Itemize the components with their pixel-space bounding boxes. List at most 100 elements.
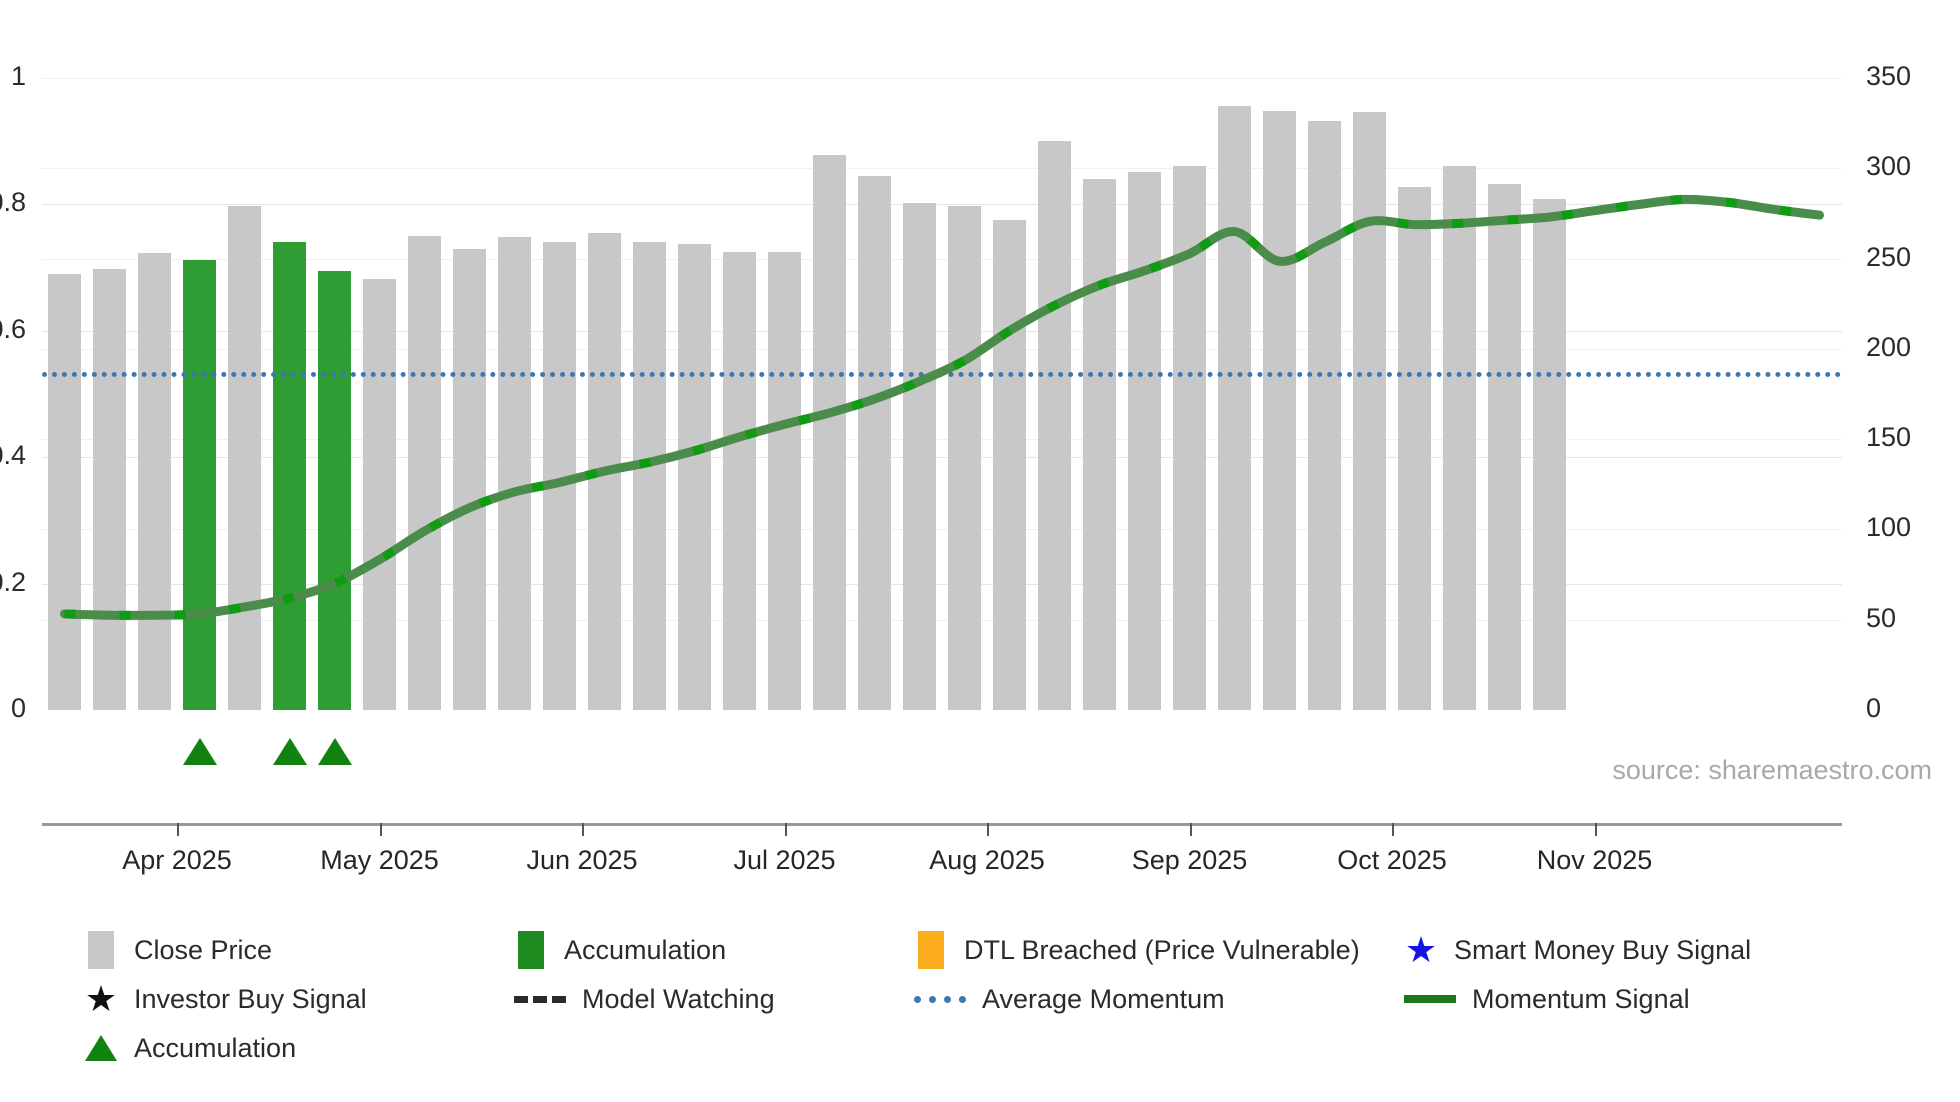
gridline (42, 330, 1842, 332)
legend-close-price[interactable]: Close Price (84, 930, 514, 970)
star-icon-wrap: ★ (84, 979, 118, 1019)
triangle-up-icon (85, 1035, 117, 1061)
close-price-bar[interactable] (1037, 141, 1072, 710)
legend-item-label: Accumulation (564, 934, 727, 965)
close-price-bar[interactable] (632, 242, 667, 710)
right-axis-tick: 250 (1866, 241, 1912, 272)
x-axis-tick (582, 823, 584, 836)
solid-line-icon-wrap (1404, 979, 1456, 1019)
star-icon: ★ (1404, 929, 1438, 970)
close-price-bar[interactable] (1442, 166, 1477, 710)
close-price-bar[interactable] (92, 268, 127, 710)
legend-item-label: Close Price (134, 934, 273, 965)
left-axis-tick: 0.2 (0, 566, 26, 597)
legend-investor-buy[interactable]: ★ Investor Buy Signal (84, 979, 514, 1019)
close-price-bar[interactable] (857, 175, 892, 710)
gridline (42, 168, 1842, 170)
legend-average-momentum[interactable]: Average Momentum (914, 979, 1404, 1019)
close-price-bar[interactable] (1397, 186, 1432, 710)
left-axis-tick: 0.8 (0, 187, 26, 218)
close-price-bar[interactable] (722, 251, 757, 710)
legend-momentum-signal[interactable]: Momentum Signal (1404, 979, 1824, 1019)
close-price-bar[interactable] (47, 273, 82, 710)
close-price-bar[interactable] (812, 155, 847, 710)
square-icon-wrap (914, 930, 948, 970)
accumulation-bar[interactable] (272, 242, 307, 710)
right-axis-tick: 150 (1866, 422, 1912, 453)
close-price-bar[interactable] (1487, 183, 1522, 710)
x-axis-tick (177, 823, 179, 836)
close-price-bar[interactable] (497, 237, 532, 710)
legend-accumulation-bar[interactable]: Accumulation (514, 930, 914, 970)
solid-line-icon (1404, 995, 1456, 1003)
close-price-bar[interactable] (1217, 106, 1252, 710)
close-price-bar[interactable] (1127, 171, 1162, 710)
legend-item-label: Average Momentum (982, 983, 1225, 1014)
left-axis-tick: 0 (10, 693, 26, 723)
momentum-signal-line (60, 194, 1824, 620)
accumulation-markers (42, 710, 1842, 800)
right-axis-tick: 0 (1866, 693, 1882, 723)
x-axis-tick-label: Apr 2025 (122, 845, 232, 875)
x-axis-tick-label: Jun 2025 (526, 845, 638, 875)
gridline (42, 457, 1842, 459)
x-axis-tick-label: Aug 2025 (929, 845, 1045, 875)
close-price-bar[interactable] (902, 202, 937, 710)
gridline (42, 258, 1842, 260)
legend-smart-money-buy[interactable]: ★ Smart Money Buy Signal (1404, 930, 1824, 970)
accumulation-bar[interactable] (182, 260, 217, 710)
left-axis-tick: 0.6 (0, 313, 26, 344)
dotted-line-icon (914, 995, 966, 1003)
right-axis-tick: 300 (1866, 151, 1912, 182)
gridline (42, 583, 1842, 585)
momentum-line-ticks (64, 194, 1821, 620)
square-icon (88, 931, 114, 969)
legend-accumulation-marker[interactable]: Accumulation (84, 1028, 514, 1068)
close-price-bar[interactable] (227, 205, 262, 710)
accumulation-bar[interactable] (317, 270, 352, 710)
gridline (42, 348, 1842, 350)
close-price-bar[interactable] (767, 251, 802, 710)
close-price-bar[interactable] (407, 236, 442, 710)
left-axis-tick: 0.4 (0, 440, 26, 471)
close-price-bar[interactable] (362, 278, 397, 710)
dotted-line-icon-wrap (914, 979, 966, 1019)
x-axis-tick (987, 823, 989, 836)
gridline (42, 78, 1842, 79)
close-price-bar[interactable] (137, 253, 172, 710)
accumulation-triangle-icon[interactable] (317, 738, 352, 765)
x-axis-tick-label: Sep 2025 (1131, 845, 1248, 875)
legend-model-watching[interactable]: Model Watching (514, 979, 914, 1019)
close-price-bar[interactable] (992, 220, 1027, 710)
x-axis-tick (784, 823, 787, 836)
legend-item-label: DTL Breached (Price Vulnerable) (964, 934, 1360, 965)
x-axis-tick (1594, 823, 1597, 836)
plot-area (42, 78, 1842, 710)
x-axis-tick (1189, 823, 1192, 836)
x-axis-line (42, 823, 1842, 826)
x-axis-tick (1392, 823, 1394, 836)
x-axis-tick-label: Nov 2025 (1536, 845, 1653, 875)
x-axis-tick-label: Oct 2025 (1337, 845, 1447, 875)
dashed-line-icon (514, 995, 566, 1003)
legend-item-label: Model Watching (582, 983, 775, 1014)
close-price-bar[interactable] (1352, 111, 1387, 710)
close-price-bar[interactable] (1082, 179, 1117, 710)
close-price-bar[interactable] (677, 244, 712, 710)
square-icon-wrap (514, 930, 548, 970)
close-price-bar[interactable] (1532, 199, 1567, 710)
square-icon (518, 931, 544, 969)
x-axis-tick-label: May 2025 (320, 845, 439, 875)
close-price-bar[interactable] (1307, 120, 1342, 710)
accumulation-triangle-icon[interactable] (182, 738, 217, 765)
legend-dtl-breached[interactable]: DTL Breached (Price Vulnerable) (914, 930, 1404, 970)
chart-legend: Close Price Accumulation DTL Breached (Pri… (84, 930, 1904, 1068)
close-price-bar[interactable] (452, 248, 487, 710)
close-price-bar[interactable] (947, 206, 982, 710)
close-price-bars (42, 78, 1842, 710)
x-axis-tick-label: Jul 2025 (733, 845, 836, 875)
right-axis-tick: 100 (1866, 512, 1912, 543)
accumulation-triangle-icon[interactable] (272, 738, 307, 765)
right-axis-tick: 50 (1866, 602, 1897, 633)
close-price-bar[interactable] (1262, 110, 1297, 710)
